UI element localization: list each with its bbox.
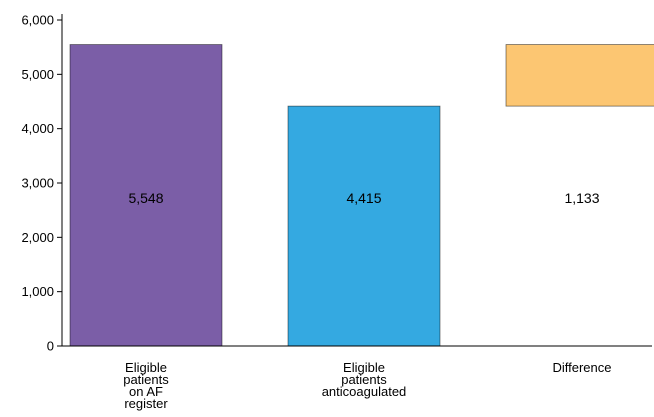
bar	[505, 44, 654, 107]
data-label: 1,133	[564, 190, 599, 206]
category-label: register	[124, 396, 168, 411]
y-tick-label: 5,000	[21, 67, 54, 82]
y-tick-label: 2,000	[21, 230, 54, 245]
y-tick-label: 0	[47, 339, 54, 354]
category-label: patients	[341, 372, 387, 387]
data-label: 5,548	[128, 190, 163, 206]
category-label: Difference	[552, 360, 611, 375]
data-label: 4,415	[346, 190, 381, 206]
category-label: Eligible	[343, 360, 385, 375]
bars: 5,548 4,415 1,133	[69, 44, 654, 347]
category-label: patients	[123, 372, 169, 387]
bar	[287, 105, 441, 347]
y-axis: 0 1,000 2,000 3,000 4,000 5,000 6,000	[21, 13, 63, 354]
y-tick-label: 3,000	[21, 176, 54, 191]
category-label: Eligible	[125, 360, 167, 375]
y-tick-label: 4,000	[21, 121, 54, 136]
bar	[69, 44, 223, 347]
y-tick-label: 6,000	[21, 13, 54, 28]
y-tick-label: 1,000	[21, 284, 54, 299]
category-label: on AF	[129, 384, 163, 399]
category-label: anticoagulated	[322, 384, 407, 399]
